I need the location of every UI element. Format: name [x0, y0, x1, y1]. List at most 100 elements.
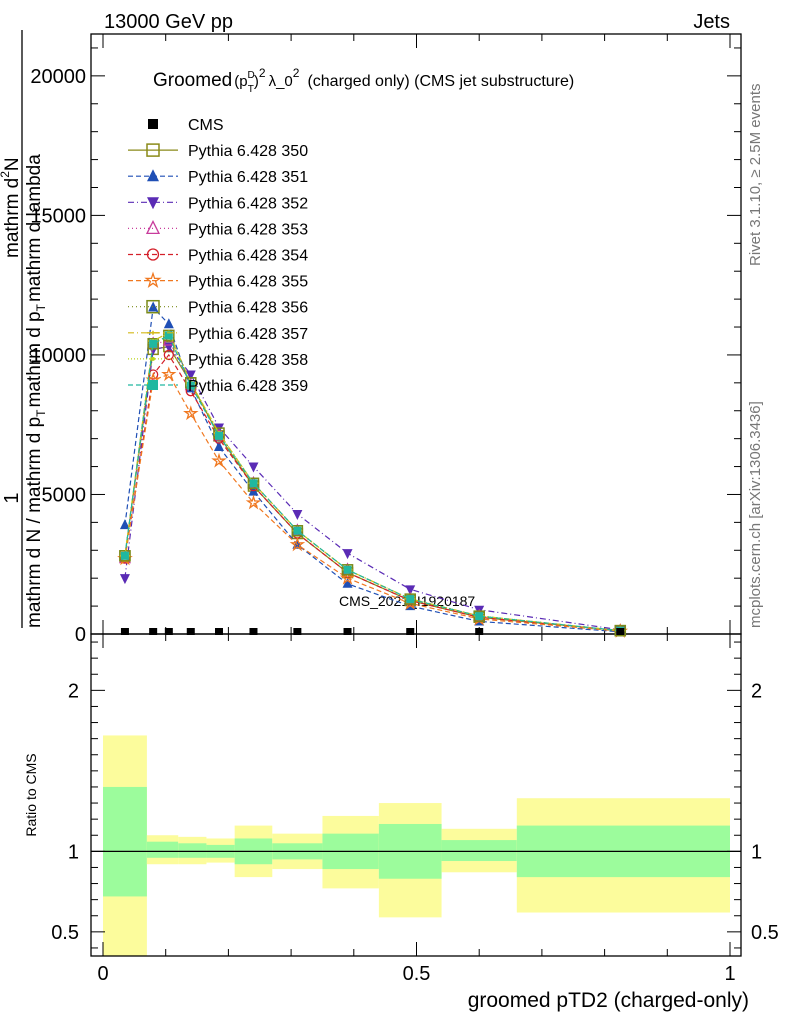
legend-marker	[147, 197, 159, 210]
legend-label: Pythia 6.428 350	[188, 143, 308, 160]
main-ylabel: 1 mathrm d N / mathrm d pTmathrm d pTmat…	[0, 30, 48, 628]
legend-label: Pythia 6.428 358	[188, 352, 308, 369]
legend-label-cms: CMS	[188, 117, 224, 134]
data-point	[163, 318, 174, 329]
data-point	[119, 574, 130, 585]
legend-entry-4: Pythia 6.428 354	[128, 248, 308, 265]
legend-entry-7: Pythia 6.428 357	[128, 326, 308, 343]
data-point	[475, 612, 484, 621]
cms-data-point	[343, 628, 352, 635]
ratio-ytick-label-right: 1	[751, 841, 762, 863]
legend-label: Pythia 6.428 352	[188, 195, 308, 212]
legend-entry-0: Pythia 6.428 350	[128, 143, 308, 160]
cms-data-point	[406, 628, 415, 635]
main-ytick-label: 5000	[42, 484, 87, 506]
series-7	[119, 330, 626, 633]
legend-entry-3: Pythia 6.428 353	[128, 219, 308, 238]
cms-data-point	[149, 628, 158, 635]
data-point	[289, 536, 306, 552]
cms-data-point	[120, 628, 129, 635]
main-plot: 0 5000 10000 15000 20000	[30, 33, 742, 646]
legend-marker	[146, 248, 160, 261]
legend: CMS Pythia 6.428 350 Pythia 6.428 351 Pythi…	[128, 117, 308, 395]
data-point	[343, 565, 352, 574]
cms-data-point	[186, 628, 195, 635]
data-point	[405, 585, 416, 596]
legend-entry-6: Pythia 6.428 356	[128, 300, 308, 317]
series-line	[124, 373, 621, 632]
series-8	[122, 330, 623, 633]
data-point	[148, 301, 159, 312]
ratio-band-green	[146, 841, 179, 858]
series-line	[124, 306, 621, 633]
legend-marker	[144, 271, 162, 288]
legend-label: Pythia 6.428 355	[188, 274, 308, 291]
legend-label: Pythia 6.428 354	[188, 248, 308, 265]
data-point	[186, 381, 195, 390]
legend-marker	[148, 380, 158, 390]
main-ytick-label: 0	[75, 624, 86, 646]
data-point	[164, 331, 173, 340]
ratio-ytick-label: 0.5	[51, 922, 79, 944]
main-ytick-label: 10000	[30, 345, 86, 367]
legend-marker	[146, 299, 160, 314]
ratio-band-green	[103, 786, 147, 897]
rivet-label: Rivet 3.1.10, ≥ 2.5M events	[747, 84, 764, 267]
legend-entry-2: Pythia 6.428 352	[128, 195, 308, 212]
header-right: Jets	[693, 11, 730, 33]
data-point	[249, 479, 258, 488]
data-point	[120, 551, 129, 560]
legend-entry-5: Pythia 6.428 355	[128, 271, 308, 291]
legend-label: Pythia 6.428 356	[188, 300, 308, 317]
ratio-band-green	[178, 843, 207, 858]
series-6	[119, 329, 627, 637]
legend-marker	[145, 219, 161, 235]
legend-entry-cms: CMS	[148, 117, 224, 134]
data-point	[406, 595, 415, 604]
ratio-xtick-label: 0.5	[403, 963, 431, 985]
data-point	[293, 526, 302, 535]
data-point	[147, 338, 159, 350]
legend-label: Pythia 6.428 351	[188, 169, 308, 186]
ratio-ytick-label: 1	[68, 841, 79, 863]
ratio-xtick-label: 0	[97, 963, 108, 985]
series-line	[124, 331, 621, 632]
data-point	[214, 431, 223, 440]
data-point	[248, 462, 259, 473]
cms-data-point	[249, 628, 258, 635]
series-cms	[120, 628, 625, 635]
plot-title: Groomed (pD T)2 λ_02 (charged only) (CMS jet…	[153, 66, 574, 95]
main-ytick-label: 15000	[30, 205, 86, 227]
series-9	[120, 331, 625, 635]
data-point	[342, 549, 353, 560]
data-point	[119, 519, 130, 530]
legend-marker	[147, 330, 159, 335]
ratio-ytick-label: 2	[68, 680, 79, 702]
header-left: 13000 GeV pp	[104, 11, 233, 33]
data-point	[339, 570, 356, 585]
data-point	[185, 370, 196, 381]
legend-label: Pythia 6.428 353	[188, 221, 308, 238]
ratio-ytick-label-right: 2	[751, 680, 762, 702]
cms-data-point	[616, 628, 625, 635]
ylabel-line1: mathrm d N / mathrm d pTmathrm d pTmathr…	[24, 154, 48, 628]
legend-entry-1: Pythia 6.428 351	[128, 169, 308, 186]
data-point	[163, 349, 174, 361]
xlabel: groomed pTD2 (charged-only)	[468, 989, 749, 1012]
data-point	[245, 494, 262, 510]
legend-entry-9: Pythia 6.428 359	[128, 378, 308, 395]
ratio-xtick-label: 1	[724, 963, 735, 985]
series-line	[124, 353, 621, 632]
main-ytick-label: 20000	[30, 66, 86, 88]
data-point	[342, 577, 353, 588]
data-point	[211, 452, 227, 468]
cms-data-point	[475, 628, 484, 635]
data-point	[183, 405, 199, 421]
legend-entry-8: Pythia 6.428 358	[128, 352, 308, 369]
legend-marker	[146, 143, 160, 157]
ratio-ytick-label-right: 0.5	[751, 922, 779, 944]
ylabel-line2: mathrm d2N	[0, 157, 23, 258]
cms-data-point	[214, 628, 223, 635]
legend-marker	[147, 169, 159, 182]
